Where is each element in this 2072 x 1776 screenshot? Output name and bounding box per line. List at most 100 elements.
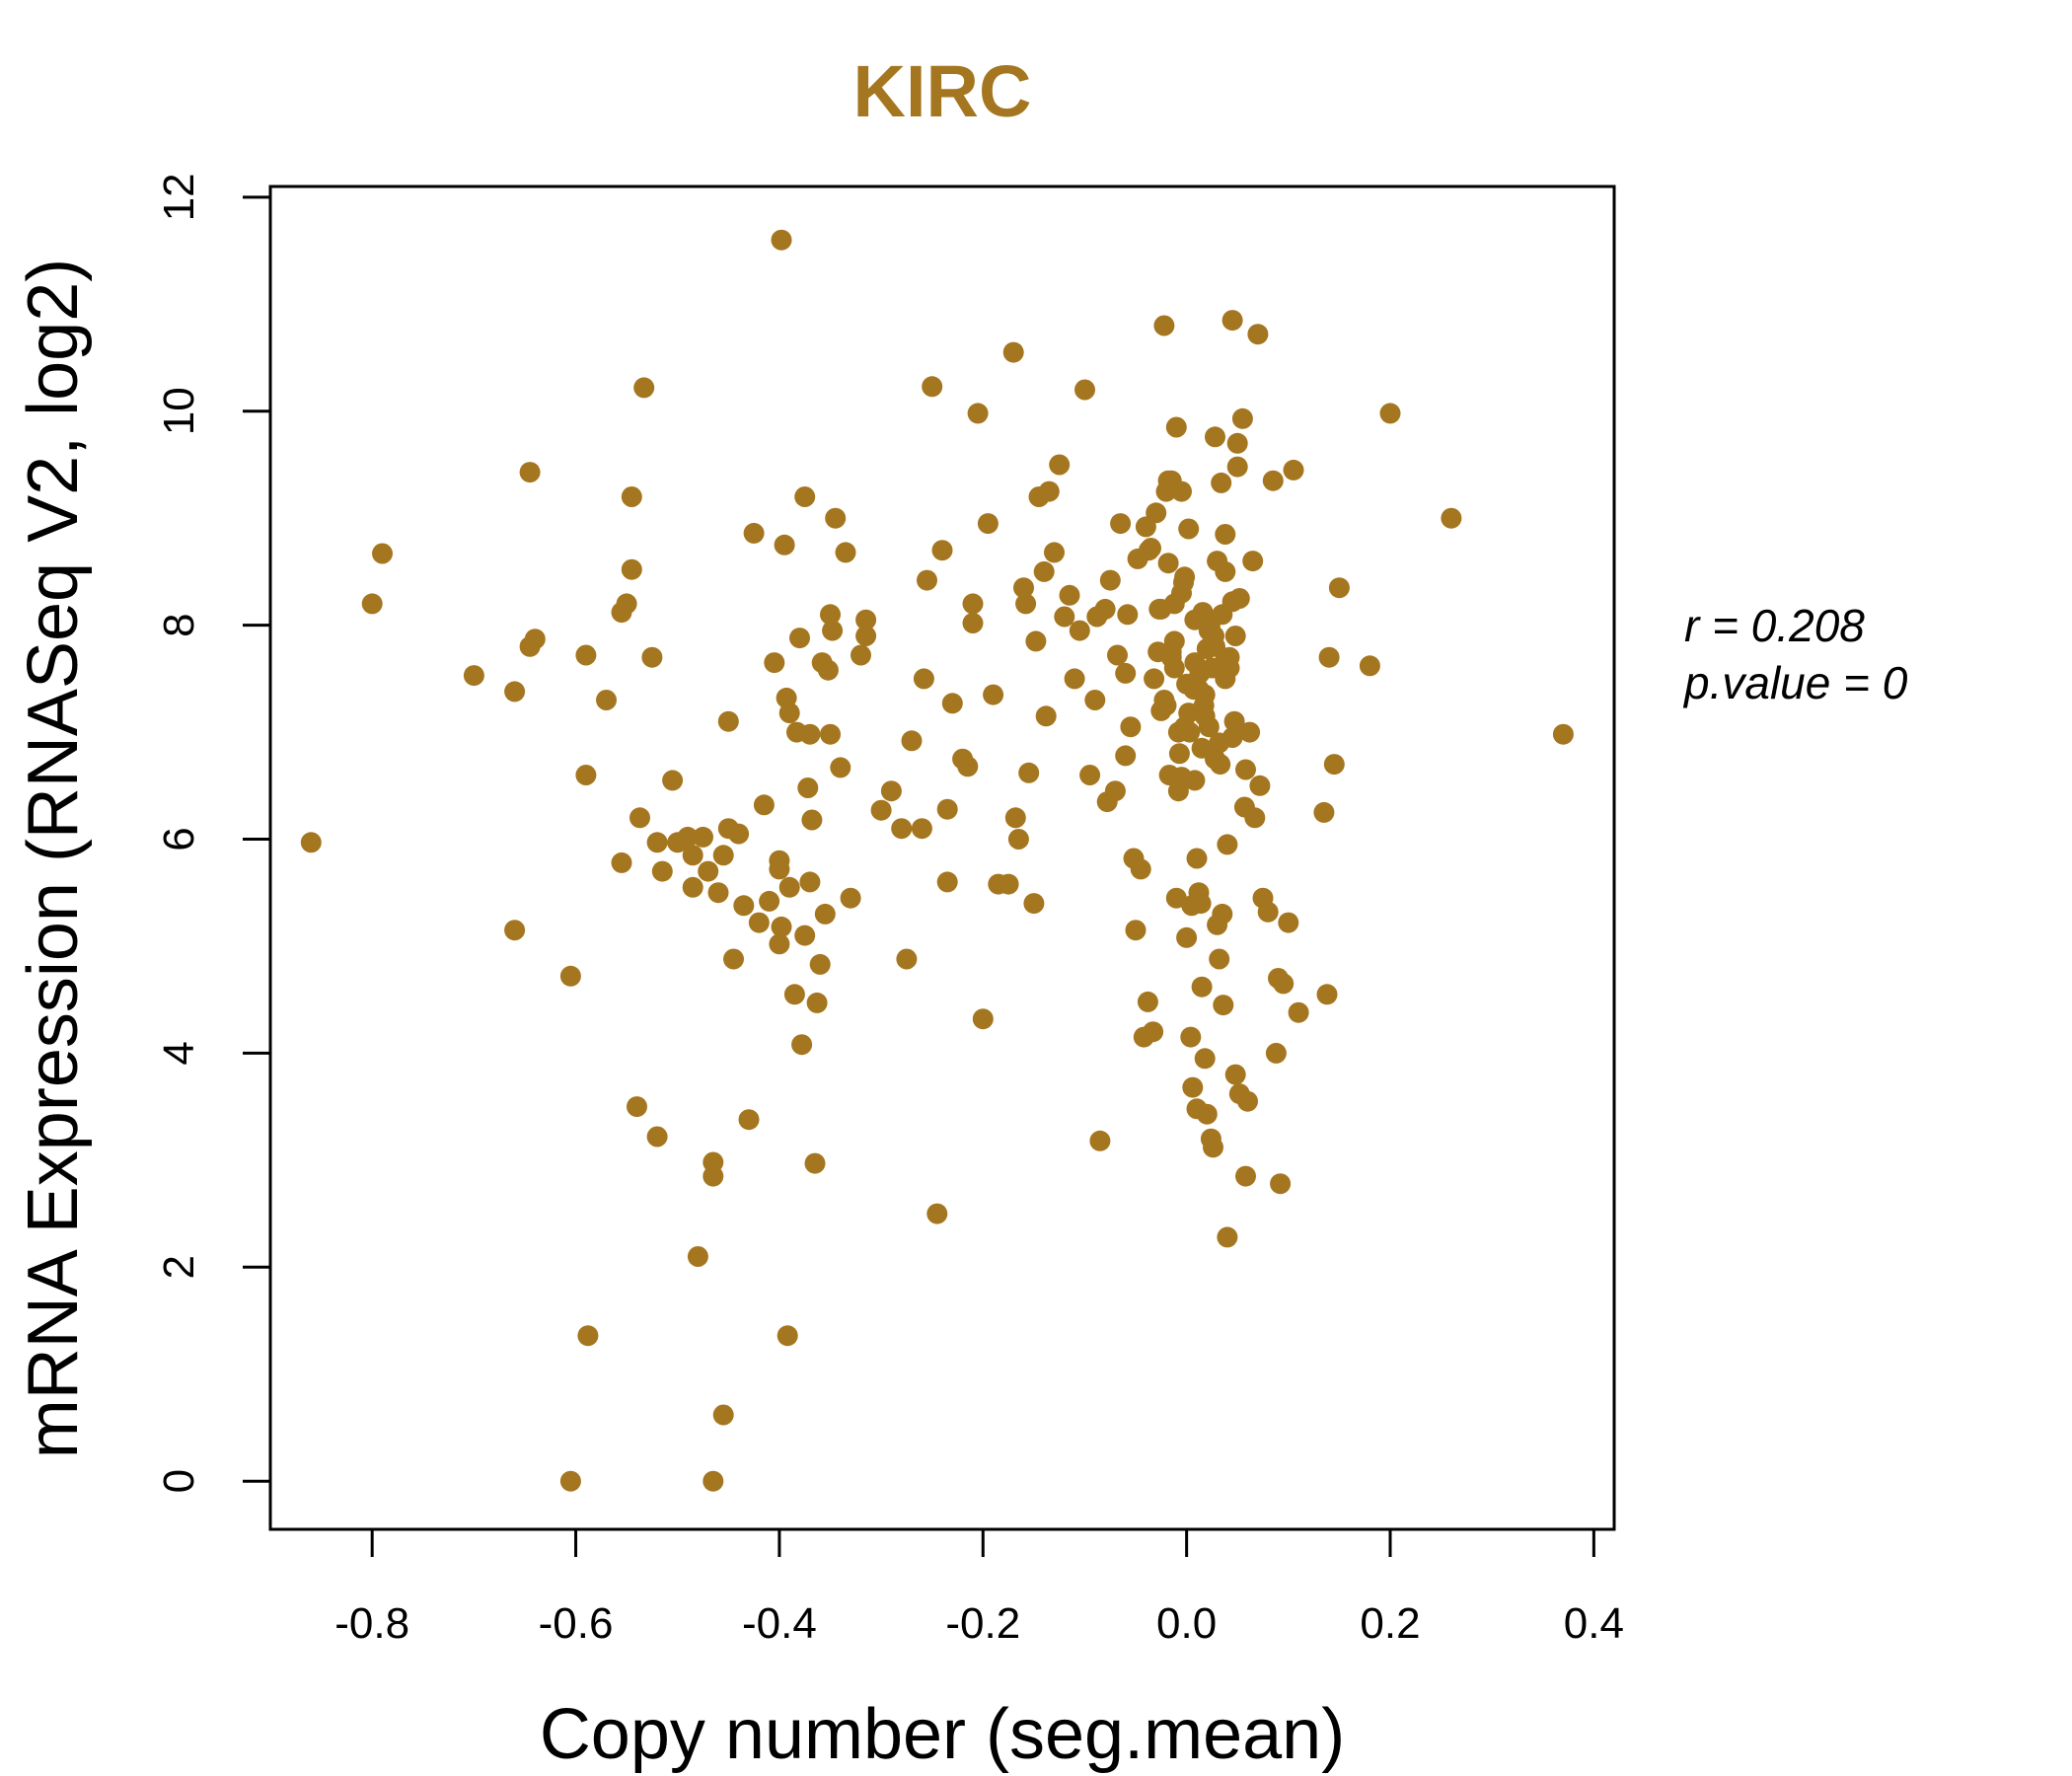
data-point [1079,765,1101,785]
data-point [998,873,1019,895]
data-point [575,765,597,785]
data-point [1226,456,1248,478]
data-point [962,613,984,633]
data-point [941,693,963,714]
data-point [814,903,836,925]
data-point [957,756,979,777]
data-point [463,665,484,687]
data-point [1244,807,1266,829]
data-point [1033,560,1055,582]
data-point [1221,727,1243,748]
data-point [1176,926,1198,948]
data-point [1038,481,1060,502]
data-point [1120,716,1142,738]
data-point [1226,432,1248,454]
data-point [1257,901,1279,923]
data-point [1235,1165,1256,1187]
data-point [1313,801,1335,823]
data-point [596,690,617,710]
data-point [1158,765,1180,785]
data-point [1104,780,1126,802]
data-point [1189,662,1211,684]
data-point [646,832,668,853]
data-point [662,770,684,791]
data-point [926,1203,948,1224]
data-point [1117,604,1139,626]
data-point [972,1008,994,1030]
data-point [1089,1130,1111,1151]
data-point [1099,569,1121,591]
data-point [1165,416,1187,438]
data-point [682,845,703,866]
data-point [1231,407,1253,429]
data-point [1165,887,1187,909]
y-tick-label: 6 [155,827,203,851]
data-point [1239,721,1261,743]
data-point [967,403,989,424]
data-point [799,871,821,893]
data-point [1013,577,1034,599]
data-point [901,730,923,752]
data-point [504,920,526,941]
data-point [753,794,775,816]
data-point [519,635,541,657]
data-point [1191,976,1213,998]
data-point [809,953,831,975]
data-point [936,871,958,893]
data-point [629,807,650,829]
data-point [855,626,877,646]
data-point [1283,459,1304,481]
data-point [1181,895,1203,917]
data-point [855,609,877,630]
data-point [1025,630,1047,652]
data-point [799,723,821,745]
data-point [1064,668,1085,690]
data-point [575,644,597,666]
data-point [931,540,953,561]
data-point [1157,470,1179,491]
data-point [1180,1026,1202,1048]
data-point [1084,690,1106,710]
data-point [693,826,713,848]
data-point [1130,858,1151,880]
data-point [1115,662,1137,684]
data-point [1168,743,1190,765]
data-point [504,681,526,703]
data-point [723,948,744,970]
data-point [698,860,719,882]
data-point [804,1152,826,1174]
data-point [1171,582,1192,604]
data-point [1211,472,1232,493]
data-point [1273,973,1295,995]
data-point [1270,1173,1292,1195]
data-point [778,876,800,898]
data-point [712,1404,734,1426]
data-point [835,542,856,563]
data-point [1316,984,1338,1005]
data-point [789,628,810,649]
data-point [728,823,750,845]
data-point [1183,679,1205,701]
data-point [771,229,792,251]
data-point [1196,1103,1218,1125]
data-point [616,593,637,615]
data-point [1002,341,1024,363]
data-point [748,912,770,933]
data-point [791,1034,813,1056]
data-point [1139,540,1159,561]
data-point [1288,1001,1309,1023]
data-point [764,652,785,674]
data-point [759,890,780,912]
data-points [300,229,1574,1492]
data-point [1193,695,1215,716]
x-axis: -0.8 -0.6 -0.4 -0.2 0.0 0.2 0.4 [334,1527,1624,1648]
data-point [1054,606,1075,628]
data-point [1217,834,1238,855]
data-point [712,845,734,866]
data-point [703,1151,724,1173]
data-point [1143,1021,1164,1043]
data-point [611,851,632,873]
x-tick-label: 0.4 [1564,1599,1624,1648]
data-point [1379,403,1401,424]
data-point [1007,829,1029,850]
